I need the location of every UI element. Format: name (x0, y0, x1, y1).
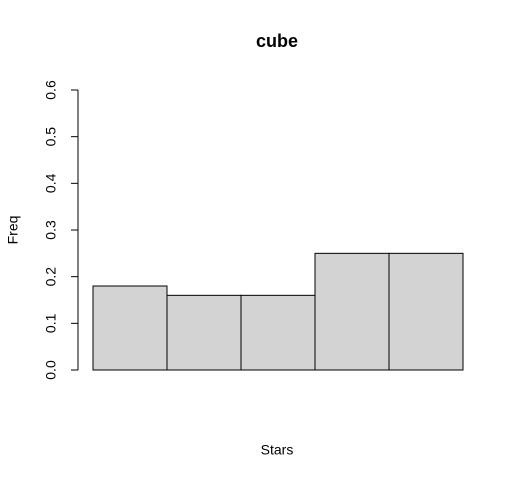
y-tick-label: 0.2 (43, 267, 59, 287)
bar (388, 252, 464, 371)
y-axis-label: Freq (5, 216, 21, 245)
y-tick-label: 0.0 (43, 360, 59, 380)
y-tick-label: 0.6 (43, 80, 59, 100)
y-tick-label: 0.1 (43, 313, 59, 333)
bar (92, 285, 168, 371)
y-tick-label: 0.3 (43, 220, 59, 240)
x-axis-label: Stars (261, 442, 294, 458)
bar (166, 294, 242, 371)
y-tick-label: 0.5 (43, 127, 59, 147)
bar (240, 294, 316, 371)
y-tick-label: 0.4 (43, 173, 59, 193)
chart-title: cube (256, 31, 298, 51)
bar (314, 252, 390, 371)
